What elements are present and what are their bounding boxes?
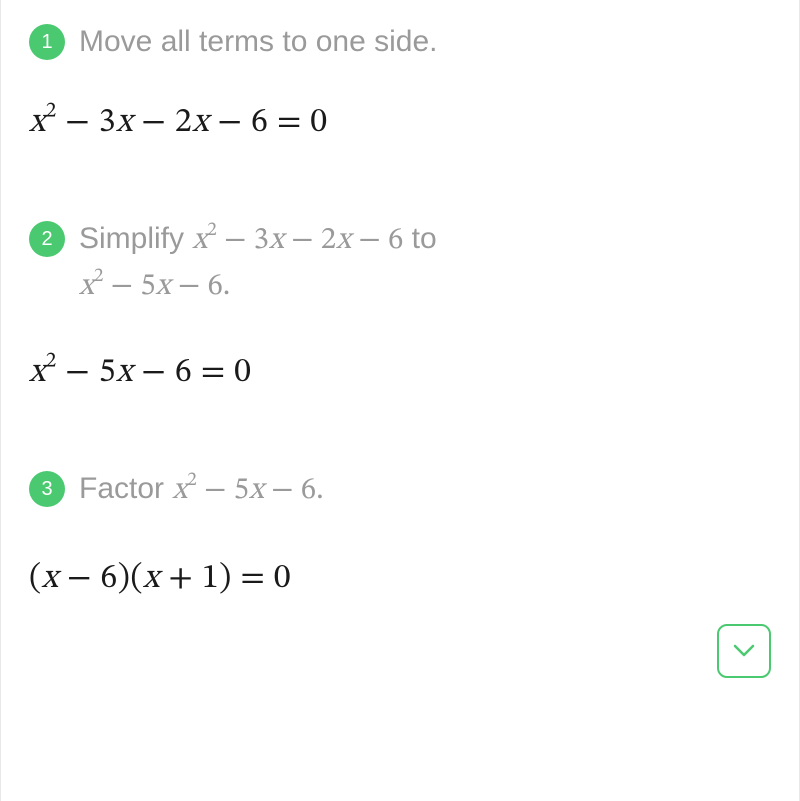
step-2-badge: 2 — [29, 221, 65, 257]
step-3-equation: (x − 6)(x + 1) = 0 — [29, 558, 771, 601]
step-1-header: 1 Move all terms to one side. — [29, 20, 771, 64]
step-3-header: 3 Factor x2 − 5x − 6. — [29, 467, 771, 514]
step-3-number: 3 — [41, 474, 52, 504]
step-1-badge: 1 — [29, 24, 65, 60]
step-3-math1: x2 − 5x − 6. — [172, 475, 323, 506]
step-3-text: Factor x2 − 5x − 6. — [79, 467, 771, 514]
chevron-down-icon — [733, 643, 755, 659]
step-1-text: Move all terms to one side. — [79, 20, 771, 64]
step-2-text: Simplify x2 − 3x − 2x − 6 to x2 − 5x − 6… — [79, 217, 771, 311]
step-2-math2: x2 − 5x − 6. — [79, 271, 230, 302]
step-1-equation: x2 − 3x − 2x − 6 = 0 — [29, 102, 771, 145]
solution-steps: 1 Move all terms to one side. x2 − 3x − … — [1, 0, 799, 623]
step-3: 3 Factor x2 − 5x − 6. (x − 6)(x + 1) = 0 — [29, 467, 771, 601]
step-2-mid: to — [403, 222, 436, 255]
step-3-badge: 3 — [29, 471, 65, 507]
step-2-pre: Simplify — [79, 222, 192, 255]
step-3-pre: Factor — [79, 472, 172, 505]
step-2-equation: x2 − 5x − 6 = 0 — [29, 352, 771, 395]
step-2-header: 2 Simplify x2 − 3x − 2x − 6 to x2 − 5x −… — [29, 217, 771, 311]
expand-step-3-button[interactable] — [717, 624, 771, 678]
step-2: 2 Simplify x2 − 3x − 2x − 6 to x2 − 5x −… — [29, 217, 771, 396]
step-1: 1 Move all terms to one side. x2 − 3x − … — [29, 20, 771, 145]
step-1-number: 1 — [41, 27, 52, 57]
step-2-number: 2 — [41, 224, 52, 254]
step-2-math1: x2 − 3x − 2x − 6 — [192, 225, 403, 256]
